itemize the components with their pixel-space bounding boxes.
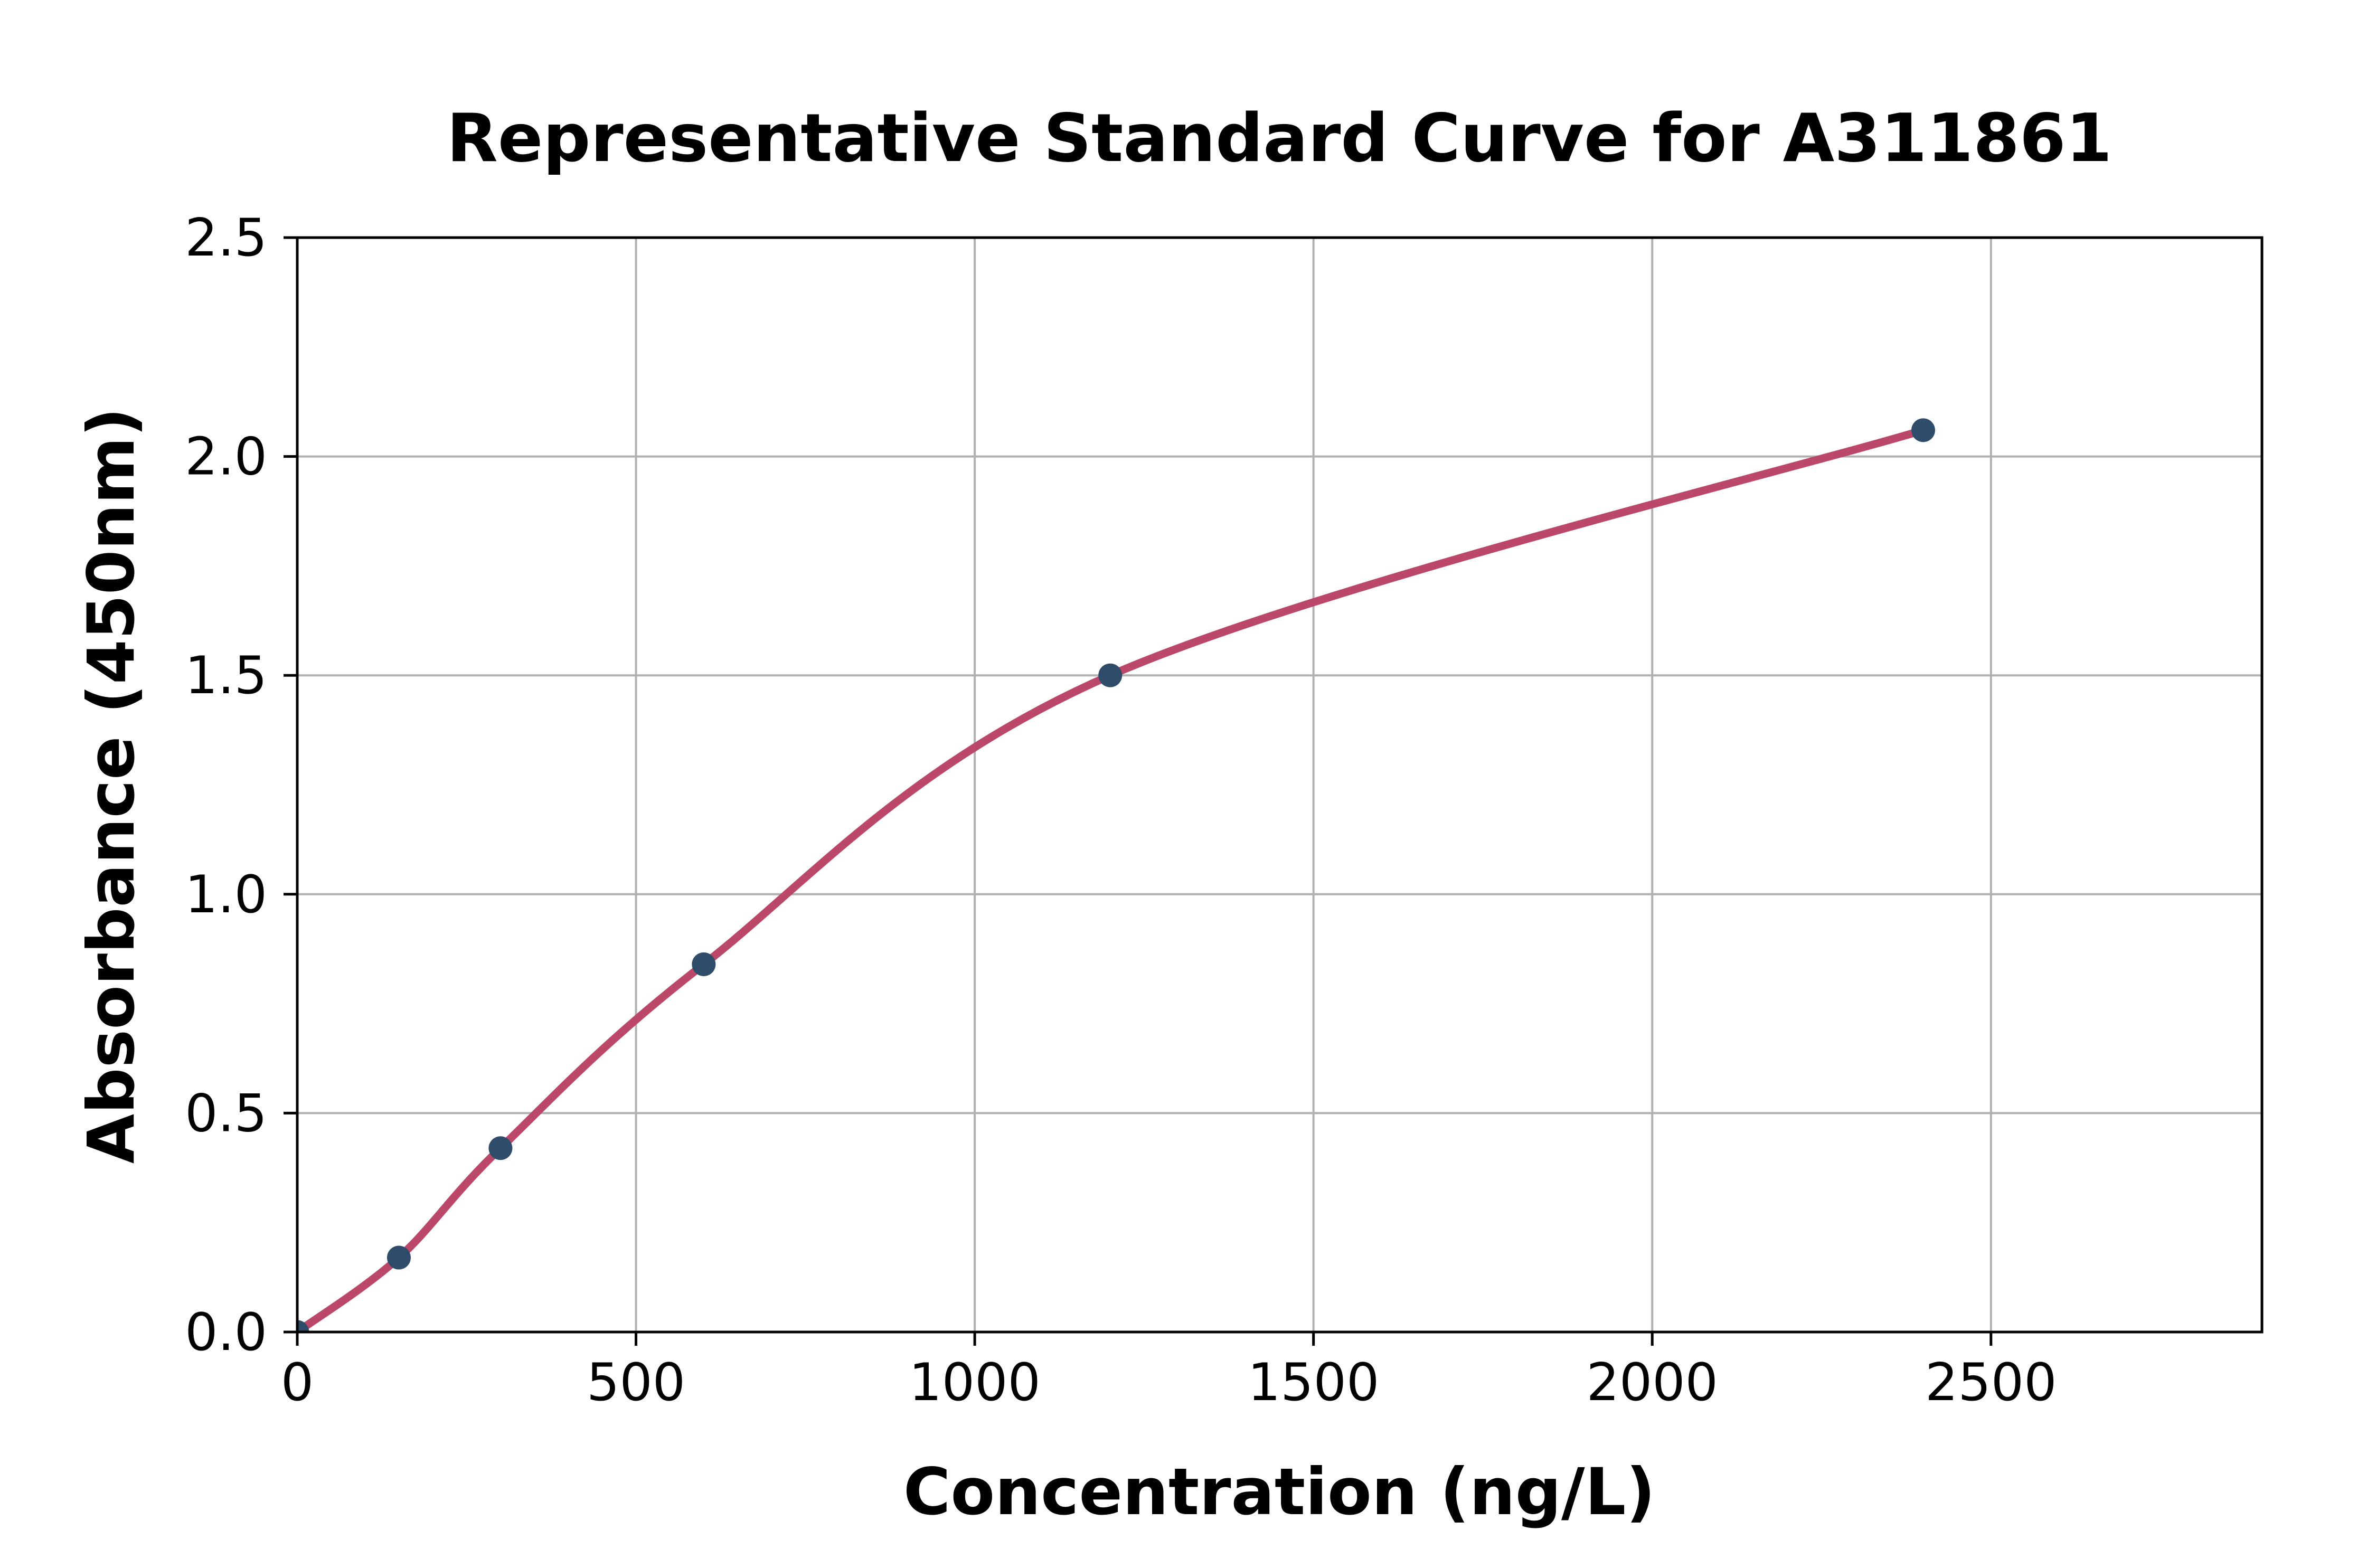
y-tick-label: 2.5 [185, 208, 267, 268]
data-point [488, 1136, 513, 1160]
data-point [386, 1245, 411, 1270]
y-tick-label: 0.0 [185, 1302, 267, 1363]
y-tick-label: 1.0 [185, 865, 267, 925]
x-tick-label: 2000 [1587, 1353, 1718, 1413]
fit-curve [297, 426, 1927, 1332]
chart-title: Representative Standard Curve for A31186… [447, 99, 2112, 177]
data-point [1098, 663, 1123, 687]
x-tick-label: 0 [281, 1353, 314, 1413]
series-layer [297, 418, 1935, 1332]
y-axis-label: Absorbance (450nm) [74, 408, 149, 1164]
data-point [1911, 418, 1935, 442]
y-tick-label: 1.5 [185, 646, 267, 706]
x-tick-label: 500 [587, 1353, 685, 1413]
y-tick-label: 2.0 [185, 427, 267, 487]
tick-layer [284, 236, 1993, 1346]
tick-label-layer: 0 500 1000 1500 2000 2500 0.0 0.5 1.0 1.5 2.0 2.5 [185, 208, 2057, 1413]
data-point [692, 952, 716, 976]
x-tick-label: 1000 [909, 1353, 1040, 1413]
y-tick-label: 0.5 [185, 1083, 267, 1144]
x-tick-label: 1500 [1248, 1353, 1379, 1413]
grid-layer [297, 238, 2262, 1332]
plot-border [296, 236, 2264, 1334]
data-point [297, 1320, 309, 1332]
x-axis-label: Concentration (ng/L) [903, 1454, 1655, 1529]
x-tick-label: 2500 [1925, 1353, 2057, 1413]
